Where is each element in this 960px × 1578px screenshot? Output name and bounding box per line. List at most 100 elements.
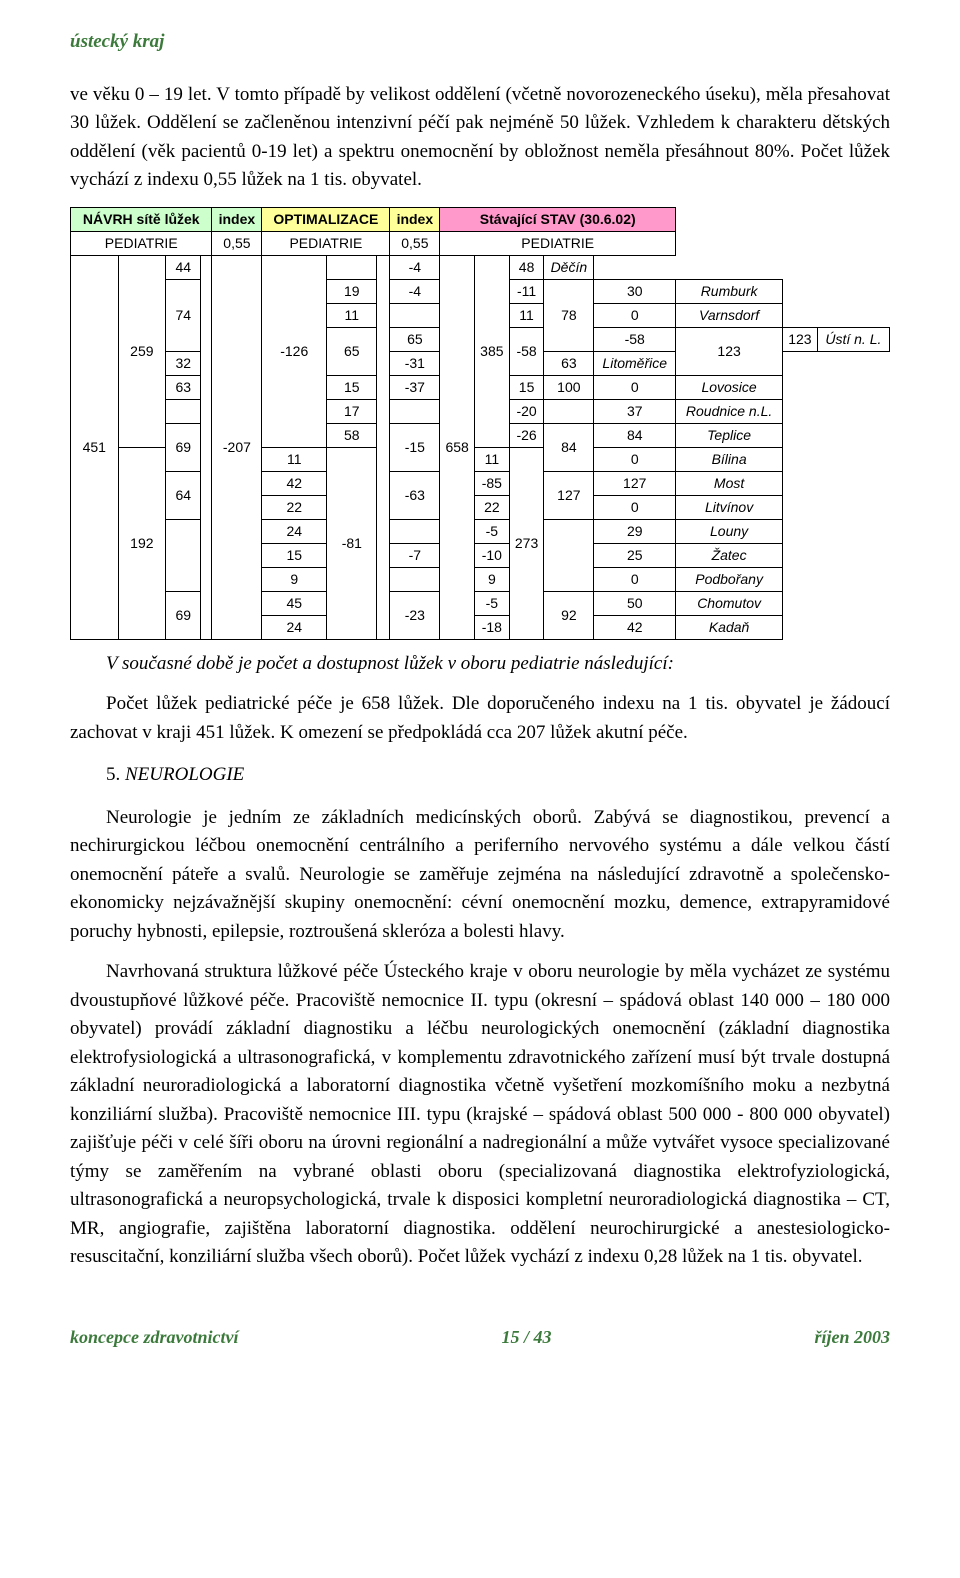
sub-ped-1: PEDIATRIE bbox=[71, 231, 212, 255]
opt-d-11: -5 bbox=[475, 519, 510, 543]
opt-sub-6 bbox=[390, 399, 440, 423]
city-8: Bílina bbox=[676, 447, 783, 471]
stav-d-1: 30 bbox=[594, 279, 676, 303]
stav-d-9: 127 bbox=[594, 471, 676, 495]
nav-d-9: 42 bbox=[262, 471, 327, 495]
city-11: Louny bbox=[676, 519, 783, 543]
th-stav: Stávající STAV (30.6.02) bbox=[440, 207, 676, 231]
sub-ped-2: PEDIATRIE bbox=[262, 231, 390, 255]
nav-d-11: 24 bbox=[262, 519, 327, 543]
city-12: Žatec bbox=[676, 543, 783, 567]
stav-sub-1: 78 bbox=[544, 279, 594, 351]
nav-d-7: 58 bbox=[327, 423, 377, 447]
city-15: Kadaň bbox=[676, 615, 783, 639]
stav-g1: 385 bbox=[475, 255, 510, 447]
opt-sub-3: -58 bbox=[509, 327, 544, 375]
opt-d-1: -11 bbox=[509, 279, 544, 303]
stav-sub-11 bbox=[544, 519, 594, 591]
stav-d-5: 0 bbox=[594, 375, 676, 399]
stav-sub-7: 84 bbox=[544, 423, 594, 471]
city-2: Varnsdorf bbox=[676, 303, 783, 327]
opt-g2: -81 bbox=[327, 447, 377, 639]
stav-total: 658 bbox=[440, 255, 475, 639]
paragraph-counts: Počet lůžek pediatrické péče je 658 lůže… bbox=[70, 690, 890, 747]
nav-sub-14: 69 bbox=[166, 591, 201, 639]
nav-d-15: 24 bbox=[262, 615, 327, 639]
opt-sub-2 bbox=[390, 303, 440, 327]
section-heading-neurology: 5. NEUROLOGIE bbox=[106, 761, 890, 790]
city-9: Most bbox=[676, 471, 783, 495]
paragraph-neuro-1: Neurologie je jedním ze základních medic… bbox=[70, 804, 890, 947]
nav-sub-11 bbox=[166, 519, 201, 591]
stav-d-15: 42 bbox=[594, 615, 676, 639]
nav-d-5: 15 bbox=[327, 375, 377, 399]
city-5: Lovosice bbox=[676, 375, 783, 399]
opt-sub-1: -4 bbox=[390, 279, 440, 303]
opt-sub-0 bbox=[327, 255, 377, 279]
stav-d-11: 29 bbox=[594, 519, 676, 543]
nav-d-12: 15 bbox=[262, 543, 327, 567]
opt-sub-13 bbox=[390, 567, 440, 591]
opt-d-4: -31 bbox=[390, 351, 440, 375]
opt-sub-7: -15 bbox=[390, 423, 440, 471]
stav-sub-9: 127 bbox=[544, 471, 594, 519]
opt-d-13: 9 bbox=[475, 567, 510, 591]
opt-d-2: 11 bbox=[509, 303, 544, 327]
stav-sub-5: 100 bbox=[544, 375, 594, 399]
paragraph-intro: ve věku 0 – 19 let. V tomto případě by v… bbox=[70, 81, 890, 195]
nav-d-2: 11 bbox=[327, 303, 377, 327]
th-opt-index: index bbox=[390, 207, 440, 231]
city-3: Ústí n. L. bbox=[817, 327, 889, 351]
th-navrh: NÁVRH sítě lůžek bbox=[71, 207, 212, 231]
nav-d-10: 22 bbox=[262, 495, 327, 519]
stav-d-6: 37 bbox=[594, 399, 676, 423]
nav-sub-7: 69 bbox=[166, 423, 201, 471]
footer-center: 15 / 43 bbox=[501, 1324, 551, 1351]
opt-d-12: -10 bbox=[475, 543, 510, 567]
opt-g1: -126 bbox=[262, 255, 327, 447]
th-navrh-index: index bbox=[212, 207, 262, 231]
nav-total: 451 bbox=[71, 255, 119, 639]
city-14: Chomutov bbox=[676, 591, 783, 615]
sub-idx-1: 0,55 bbox=[212, 231, 262, 255]
footer-right: říjen 2003 bbox=[814, 1324, 890, 1351]
stav-d-12: 25 bbox=[594, 543, 676, 567]
footer-left: koncepce zdravotnictví bbox=[70, 1324, 238, 1351]
opt-sub-12: -7 bbox=[390, 543, 440, 567]
opt-d-15: -18 bbox=[475, 615, 510, 639]
opt-d-14: -5 bbox=[475, 591, 510, 615]
stav-d-14: 50 bbox=[594, 591, 676, 615]
opt-d-0: -4 bbox=[390, 255, 440, 279]
nav-sub-5: 63 bbox=[166, 375, 201, 399]
stav-d-8: 0 bbox=[594, 447, 676, 471]
stav-sub-3: 123 bbox=[676, 327, 783, 375]
stav-d-13: 0 bbox=[594, 567, 676, 591]
nav-d-3: 65 bbox=[390, 327, 440, 351]
sub-ped-3: PEDIATRIE bbox=[440, 231, 676, 255]
section-title: NEUROLOGIE bbox=[125, 764, 244, 785]
nav-d-4: 32 bbox=[166, 351, 201, 375]
nav-d-1: 19 bbox=[327, 279, 377, 303]
city-6: Roudnice n.L. bbox=[676, 399, 783, 423]
nav-d-8: 11 bbox=[262, 447, 327, 471]
opt-d-10: 22 bbox=[475, 495, 510, 519]
th-opt: OPTIMALIZACE bbox=[262, 207, 390, 231]
city-4: Litoměřice bbox=[594, 351, 676, 375]
nav-d-14: 45 bbox=[262, 591, 327, 615]
opt-idx-blank bbox=[377, 255, 390, 639]
city-13: Podbořany bbox=[676, 567, 783, 591]
nav-d-6: 17 bbox=[327, 399, 377, 423]
city-1: Rumburk bbox=[676, 279, 783, 303]
opt-sub-14: -23 bbox=[390, 591, 440, 639]
paragraph-current-state: V současné době je počet a dostupnost lů… bbox=[70, 650, 890, 679]
opt-sub-5: -37 bbox=[390, 375, 440, 399]
city-10: Litvínov bbox=[676, 495, 783, 519]
opt-total: -207 bbox=[212, 255, 262, 639]
page-header-region: ústecký kraj bbox=[70, 28, 890, 57]
opt-d-5: 15 bbox=[509, 375, 544, 399]
pediatrics-table: NÁVRH sítě lůžekindexOPTIMALIZACEindexSt… bbox=[70, 207, 890, 640]
stav-d-4: 63 bbox=[544, 351, 594, 375]
stav-d-7: 84 bbox=[594, 423, 676, 447]
stav-d-3: 123 bbox=[783, 327, 818, 351]
nav-g1: 259 bbox=[118, 255, 166, 447]
